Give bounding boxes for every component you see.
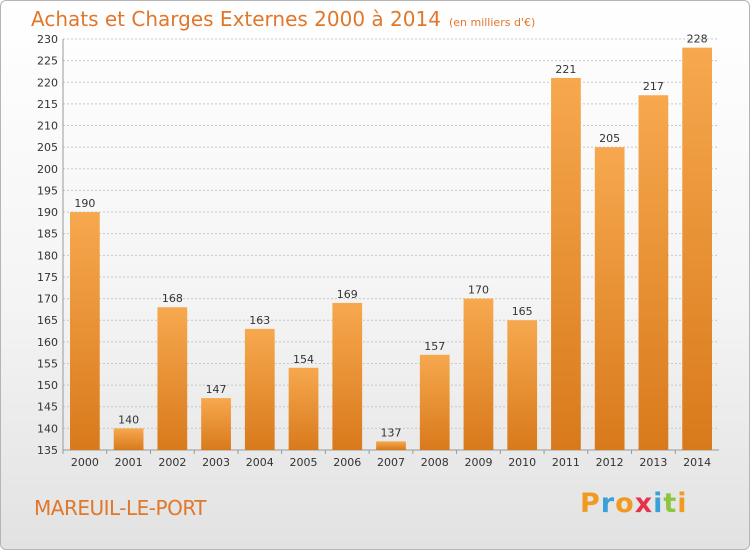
chart-title: Achats et Charges Externes 2000 à 2014 (e… [31, 7, 535, 31]
data-label: 190 [74, 197, 95, 210]
y-tick-label: 220 [37, 76, 58, 89]
bar [594, 147, 625, 450]
bar [463, 298, 494, 450]
data-label: 228 [687, 33, 708, 46]
x-tick-label: 2001 [115, 456, 143, 469]
data-label: 147 [206, 383, 227, 396]
bar [244, 328, 275, 450]
bar [507, 320, 538, 450]
x-tick-label: 2012 [596, 456, 624, 469]
data-label: 140 [118, 413, 139, 426]
x-tick-label: 2005 [290, 456, 318, 469]
x-tick-label: 2002 [158, 456, 186, 469]
logo-letter: i [677, 488, 688, 519]
data-label: 137 [381, 426, 402, 439]
y-tick-label: 140 [37, 422, 58, 435]
data-label: 163 [249, 314, 270, 327]
y-tick-label: 215 [37, 98, 58, 111]
bar [419, 354, 450, 450]
y-tick-label: 210 [37, 120, 58, 133]
bar [69, 212, 100, 450]
logo-letter: i [653, 488, 664, 519]
bar [682, 47, 713, 451]
bar [157, 307, 188, 450]
x-tick-label: 2003 [202, 456, 230, 469]
place-name: MAREUIL-LE-PORT [34, 496, 206, 520]
logo-letter: r [600, 488, 616, 519]
x-tick-label: 2008 [421, 456, 449, 469]
data-label: 168 [162, 292, 183, 305]
proxiti-logo: Proxiti [580, 488, 688, 519]
data-label: 170 [468, 284, 489, 297]
x-tick-label: 2006 [333, 456, 361, 469]
x-tick-label: 2004 [246, 456, 274, 469]
y-tick-label: 145 [37, 401, 58, 414]
data-label: 165 [512, 305, 533, 318]
y-tick-label: 135 [37, 444, 58, 457]
y-tick-label: 205 [37, 141, 58, 154]
data-label: 205 [599, 132, 620, 145]
bar [332, 302, 363, 450]
data-label: 154 [293, 353, 314, 366]
data-label: 217 [643, 80, 664, 93]
bar [288, 367, 319, 450]
y-tick-label: 200 [37, 163, 58, 176]
data-label: 169 [337, 288, 358, 301]
y-tick-label: 170 [37, 293, 58, 306]
bar [113, 428, 144, 450]
y-tick-label: 155 [37, 357, 58, 370]
logo-letter: P [580, 488, 601, 519]
chart-title-text: Achats et Charges Externes 2000 à 2014 [31, 7, 441, 31]
logo-letter: x [634, 488, 654, 519]
y-tick-label: 160 [37, 336, 58, 349]
y-tick-label: 195 [37, 184, 58, 197]
bar [376, 441, 406, 450]
x-tick-label: 2000 [71, 456, 99, 469]
y-tick-label: 225 [37, 55, 58, 68]
y-tick-label: 175 [37, 271, 58, 284]
bar [551, 77, 581, 451]
logo-letter: o [615, 488, 635, 519]
data-label: 221 [555, 63, 576, 76]
x-tick-label: 2014 [683, 456, 711, 469]
bar [201, 398, 231, 450]
x-tick-label: 2013 [639, 456, 667, 469]
x-tick-label: 2011 [552, 456, 580, 469]
logo-letter: t [663, 488, 678, 519]
x-tick-label: 2009 [464, 456, 492, 469]
bar [638, 95, 669, 451]
y-tick-label: 230 [37, 33, 58, 46]
y-tick-label: 185 [37, 228, 58, 241]
y-tick-label: 165 [37, 314, 58, 327]
y-tick-label: 150 [37, 379, 58, 392]
x-tick-label: 2010 [508, 456, 536, 469]
chart-title-unit: (en milliers d'€) [448, 16, 536, 29]
y-tick-label: 180 [37, 249, 58, 262]
y-tick-label: 190 [37, 206, 58, 219]
x-tick-label: 2007 [377, 456, 405, 469]
data-label: 157 [424, 340, 445, 353]
